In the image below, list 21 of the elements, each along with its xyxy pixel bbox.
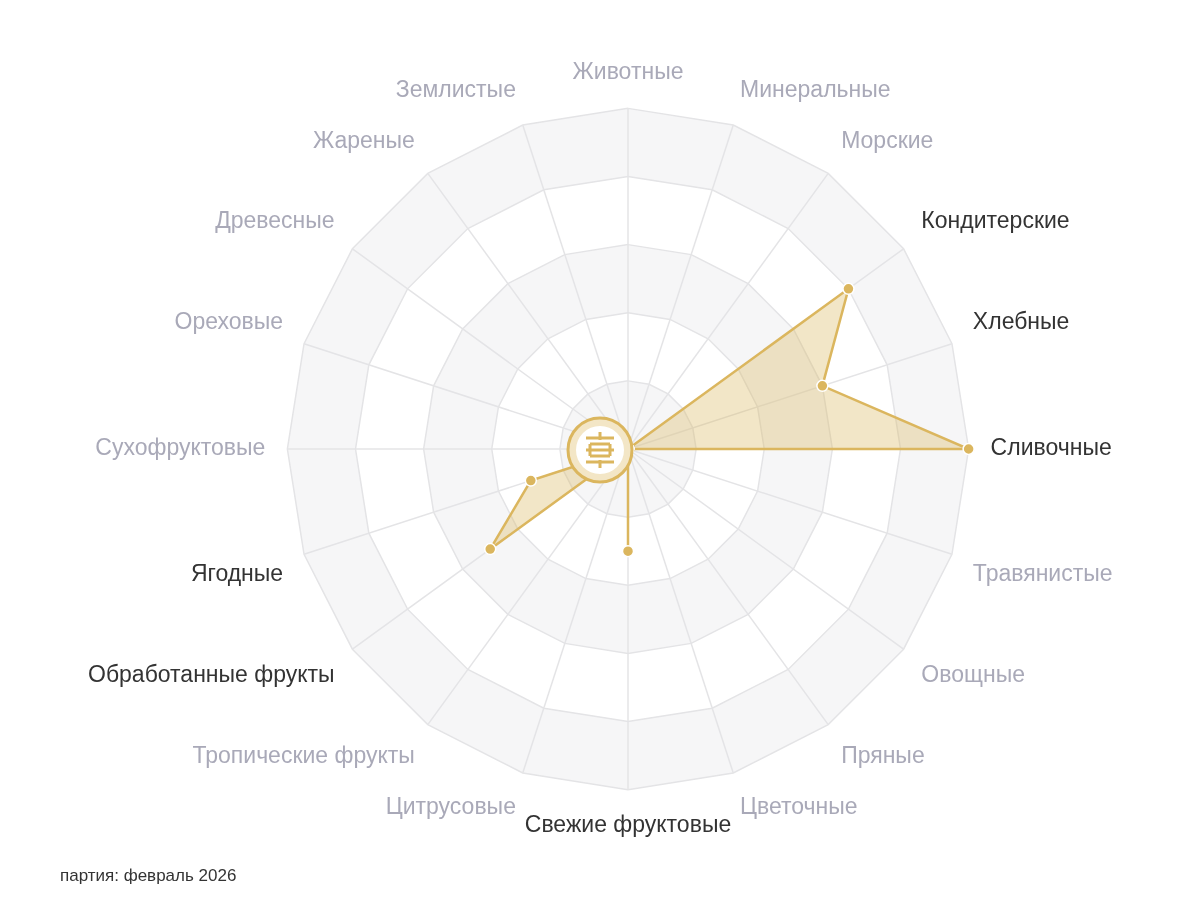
spoke-label: Овощные bbox=[921, 661, 1025, 688]
spoke-label: Сливочные bbox=[990, 434, 1112, 461]
spoke-label: Травянистые bbox=[972, 560, 1113, 587]
spoke-label: Обработанные фрукты bbox=[87, 661, 335, 688]
spoke-label: Ягодные bbox=[190, 560, 284, 587]
spoke-label: Пряные bbox=[841, 741, 925, 768]
spoke-label: Цитрусовые bbox=[385, 793, 516, 820]
spoke-label: Жареные bbox=[312, 127, 415, 154]
spoke-label: Сухофруктовые bbox=[95, 434, 266, 461]
spoke-label: Тропические фрукты bbox=[192, 741, 415, 768]
spoke-label: Морские bbox=[841, 127, 934, 154]
spoke-label: Животные bbox=[572, 57, 684, 84]
spoke-label: Древесные bbox=[215, 207, 335, 234]
spoke-label: Ореховые bbox=[174, 308, 284, 335]
text: партия: февраль 2026 bbox=[60, 866, 237, 886]
spoke-label: Хлебные bbox=[972, 308, 1070, 335]
spoke-label: Свежие фруктовые bbox=[524, 810, 732, 837]
spoke-label: Минеральные bbox=[740, 75, 891, 102]
spoke-label: Землистые bbox=[395, 75, 516, 102]
spoke-label: Цветочные bbox=[740, 793, 858, 820]
spoke-label: Кондитерские bbox=[921, 207, 1070, 234]
